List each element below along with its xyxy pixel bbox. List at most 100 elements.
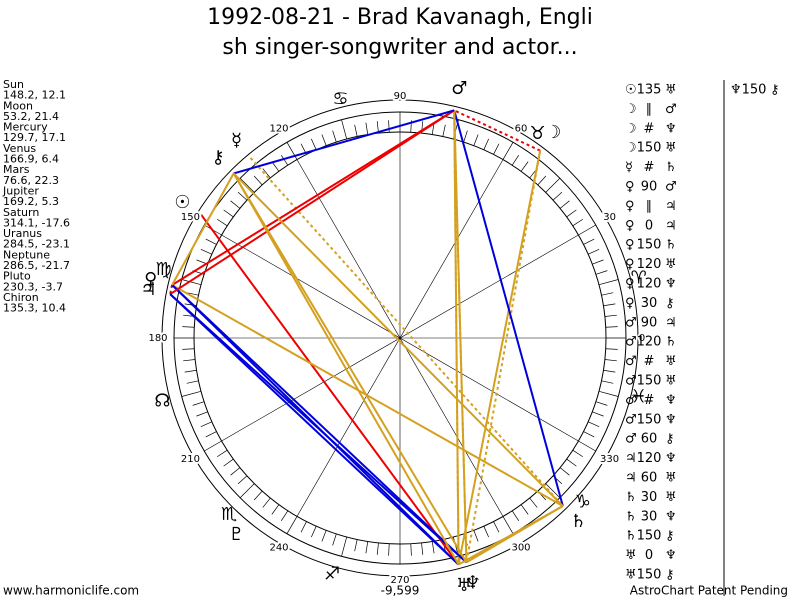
tick <box>216 449 228 458</box>
tick <box>583 238 595 245</box>
tick <box>376 542 379 555</box>
aspect-line <box>232 172 564 507</box>
tick <box>493 521 500 533</box>
tick <box>200 249 212 255</box>
tick <box>595 401 608 406</box>
aspect-to: ♆ <box>665 121 677 136</box>
outer-circle <box>161 99 639 577</box>
planet-position: 148.2, 12.1 <box>3 89 66 102</box>
tick <box>598 279 619 286</box>
tick <box>365 541 369 554</box>
aspect-from: ♃ <box>625 471 637 486</box>
planet-position: 135.3, 10.4 <box>3 302 66 315</box>
aspect-line <box>171 172 235 286</box>
tick <box>237 191 248 201</box>
planet-position: 169.2, 5.3 <box>3 195 59 208</box>
tick <box>520 504 529 515</box>
title: 1992-08-21 - Brad Kavanagh, Engli <box>207 5 593 30</box>
aspect-from: ♃ <box>625 451 637 466</box>
tick <box>603 303 616 307</box>
aspect-to: ♆ <box>665 451 677 466</box>
aspect-from: ♂ <box>625 335 637 350</box>
tick <box>595 270 608 275</box>
tick <box>502 516 514 534</box>
degree-label: 60 <box>515 123 528 134</box>
tick <box>200 421 212 427</box>
tick <box>271 161 280 172</box>
aspect-to: ♄ <box>665 160 677 175</box>
aspect-from: ♀ <box>625 277 635 292</box>
planet-name: Sun <box>3 78 24 91</box>
planet-name: Mercury <box>3 121 48 134</box>
tick <box>341 119 348 140</box>
sign-glyph: ♍ <box>155 259 171 280</box>
degree-label: 330 <box>600 454 619 465</box>
aspect-type: 90 <box>641 315 658 330</box>
tick <box>237 475 248 485</box>
aspect-type: 60 <box>641 471 658 486</box>
aspect-line <box>465 505 564 564</box>
aspect-from: ♂ <box>625 393 637 408</box>
aspect-from: ☿ <box>625 160 633 175</box>
aspect-line <box>169 284 174 295</box>
aspect-from: ♂ <box>625 412 637 427</box>
aspect-to: ♅ <box>665 374 677 389</box>
tick <box>182 348 195 350</box>
tick <box>442 124 446 137</box>
aspect-type: 135 <box>637 83 662 98</box>
aspect-type: 30 <box>641 490 658 505</box>
tick <box>196 411 208 417</box>
aspect-to: ♅ <box>665 141 677 156</box>
tick <box>311 526 317 538</box>
tick <box>239 177 255 193</box>
degree-label: 30 <box>603 212 616 223</box>
tick <box>300 521 307 533</box>
tick <box>223 458 234 467</box>
aspect-from: ♄ <box>625 509 637 524</box>
aspect-to: ♃ <box>665 315 677 330</box>
aspect-from: ♀ <box>625 296 635 311</box>
planet-name: Pluto <box>3 270 31 283</box>
tick <box>205 238 217 245</box>
tick <box>421 542 424 555</box>
spoke <box>221 234 579 442</box>
aspect-line <box>453 110 468 563</box>
planet-name: Saturn <box>3 206 39 219</box>
tick <box>511 510 520 522</box>
tick <box>321 134 327 146</box>
aspect-to: ⚷ <box>665 432 675 447</box>
tick <box>483 138 489 150</box>
tick <box>604 359 617 362</box>
aspect-type: 150 <box>742 83 767 98</box>
tick <box>388 543 390 556</box>
tick <box>552 191 563 201</box>
sign-glyph: ♉ <box>529 123 545 144</box>
aspect-to: ♆ <box>665 509 677 524</box>
tick <box>388 120 390 133</box>
aspect-from: ♅ <box>625 548 637 563</box>
aspect-type: 30 <box>641 296 658 311</box>
aspect-to: ♆ <box>665 412 677 427</box>
tick <box>545 177 561 193</box>
aspect-type: 120 <box>637 451 662 466</box>
tick <box>192 401 205 406</box>
aspect-to: ♅ <box>665 83 677 98</box>
tick <box>601 380 614 384</box>
planet-name: Moon <box>3 99 33 112</box>
tick <box>205 431 217 438</box>
tick <box>473 134 479 146</box>
tick <box>583 431 595 438</box>
planet-name: Chiron <box>3 291 39 304</box>
tick <box>463 130 468 143</box>
planet-glyph: ♇ <box>228 524 244 545</box>
tick <box>572 218 584 227</box>
aspect-from: ♀ <box>625 180 635 195</box>
degree-label: 90 <box>394 91 407 102</box>
aspect-line <box>232 172 468 563</box>
planet-name: Venus <box>3 142 36 155</box>
tick <box>230 200 241 209</box>
tick <box>529 497 538 508</box>
tick <box>181 279 202 286</box>
